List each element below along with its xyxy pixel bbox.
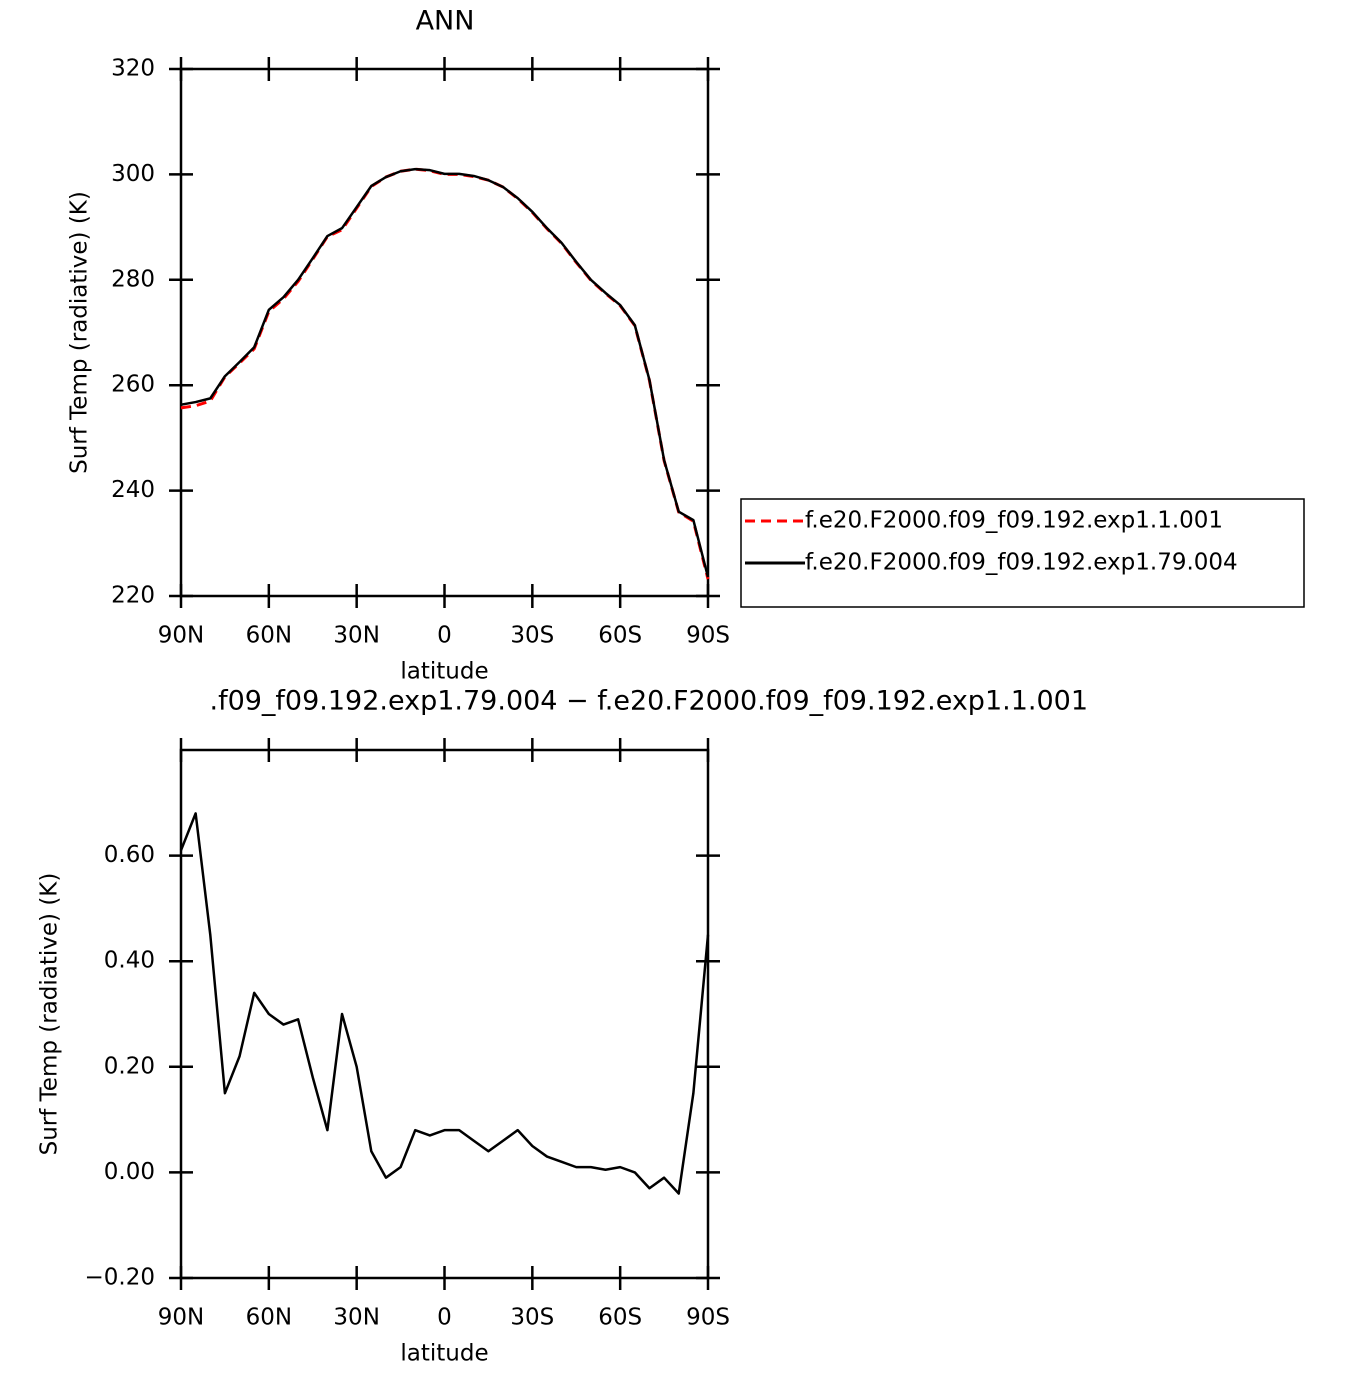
- y-tick-label: 0.00: [104, 1159, 155, 1185]
- y-tick-label: 0.20: [104, 1053, 155, 1079]
- x-tick-label: 30N: [333, 1305, 379, 1331]
- x-tick-label: 0: [437, 623, 452, 649]
- x-axis-label: latitude: [400, 1341, 488, 1367]
- y-axis-label: Surf Temp (radiative) (K): [37, 873, 63, 1156]
- x-tick-label: 30S: [510, 1305, 554, 1331]
- x-tick-label: 60S: [598, 623, 642, 649]
- x-axis-label: latitude: [400, 659, 488, 685]
- y-tick-label: 0.40: [104, 948, 155, 974]
- x-tick-label: 60S: [598, 1305, 642, 1331]
- y-tick-label: 320: [111, 56, 155, 82]
- legend-label: f.e20.F2000.f09_f09.192.exp1.79.004: [805, 550, 1238, 576]
- data-line: [180, 167, 710, 580]
- y-tick-label: 260: [111, 372, 155, 398]
- x-tick-label: 30N: [333, 623, 379, 649]
- data-line: [179, 812, 710, 1195]
- y-axis-label: Surf Temp (radiative) (K): [67, 191, 93, 474]
- data-line: [180, 167, 710, 578]
- y-tick-label: 220: [111, 583, 155, 609]
- chart-title: .f09_f09.192.exp1.79.004 − f.e20.F2000.f…: [209, 686, 1088, 717]
- x-tick-label: 60N: [246, 1305, 292, 1331]
- legend-label: f.e20.F2000.f09_f09.192.exp1.1.001: [805, 508, 1223, 534]
- legend-box: [740, 498, 1305, 608]
- x-tick-label: 90N: [158, 623, 204, 649]
- y-tick-label: 240: [111, 477, 155, 503]
- plot-frame: [179, 748, 710, 1280]
- y-tick-label: 280: [111, 266, 155, 292]
- x-tick-label: 60N: [246, 623, 292, 649]
- y-tick-label: −0.20: [85, 1265, 155, 1291]
- y-tick-label: 300: [111, 161, 155, 187]
- x-tick-label: 90N: [158, 1305, 204, 1331]
- x-tick-label: 30S: [510, 623, 554, 649]
- x-tick-label: 90S: [686, 1305, 730, 1331]
- y-tick-label: 0.60: [104, 842, 155, 868]
- x-tick-label: 0: [437, 1305, 452, 1331]
- x-tick-label: 90S: [686, 623, 730, 649]
- chart-title: ANN: [416, 6, 475, 37]
